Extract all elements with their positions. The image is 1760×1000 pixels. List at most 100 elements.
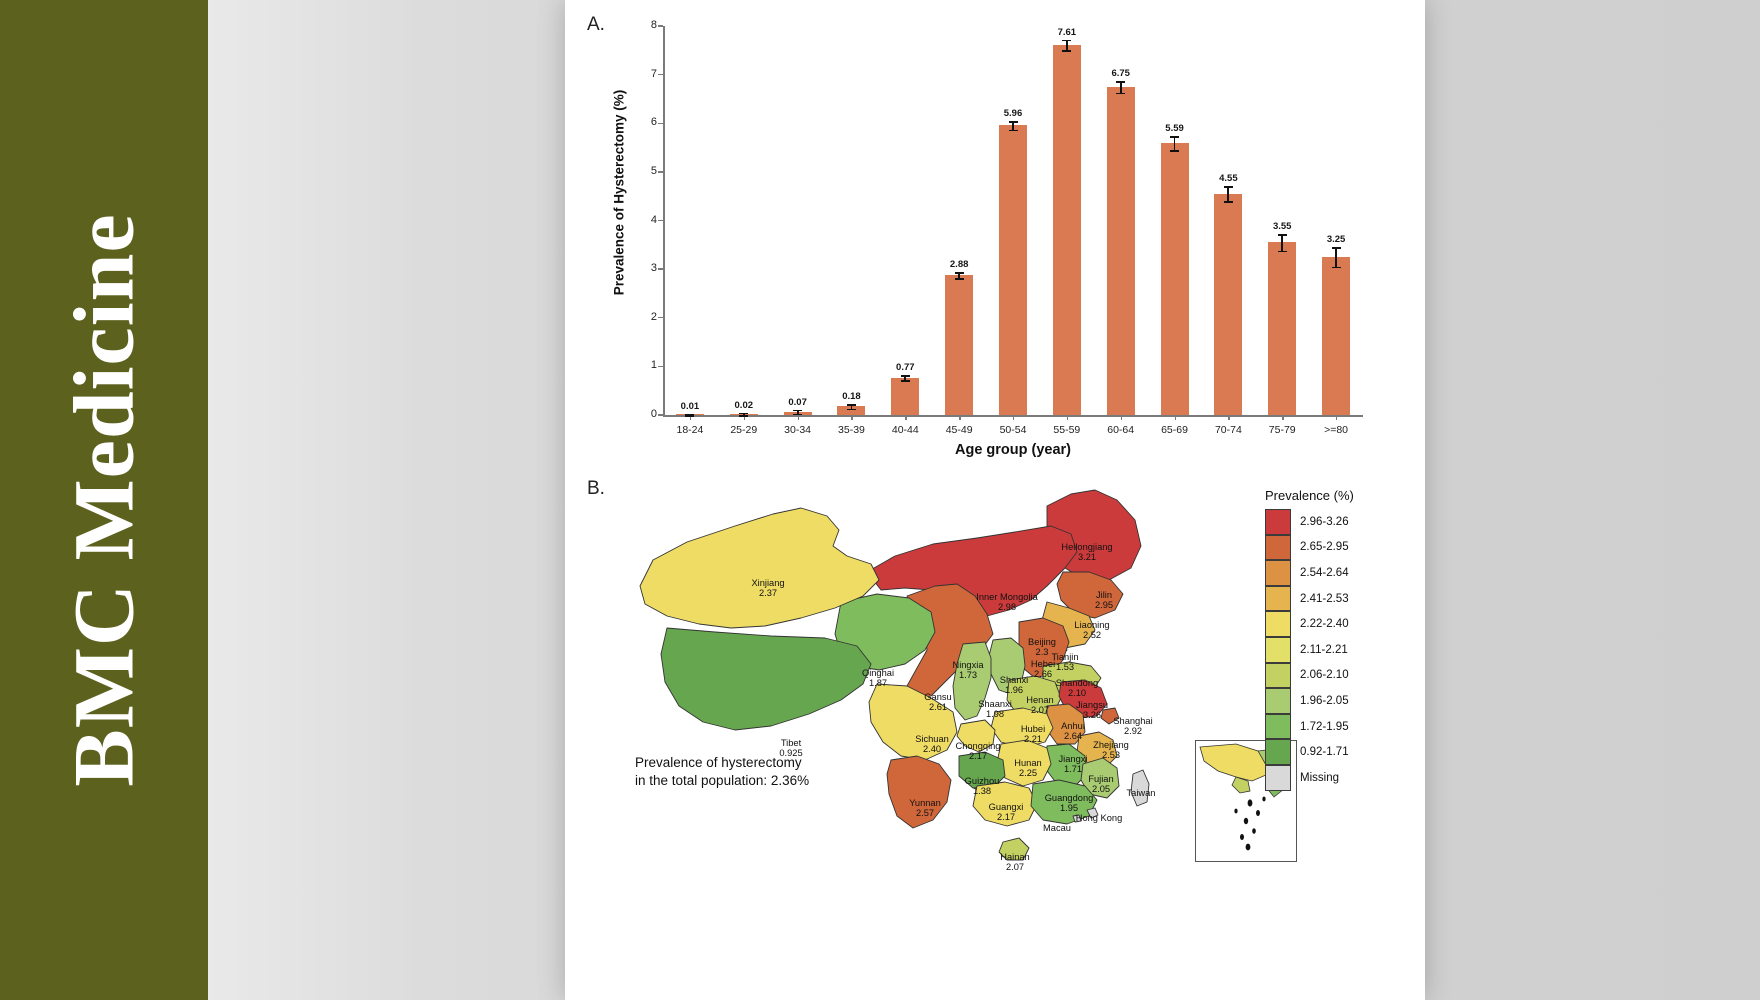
map-legend: Prevalence (%) 2.96-3.26 2.65-2.95 2.54-2.… xyxy=(1265,488,1395,791)
map-annotation: Prevalence of hysterectomy in the total … xyxy=(635,754,935,790)
x-tick-label: 25-29 xyxy=(730,424,758,436)
bar xyxy=(1052,44,1081,415)
bar xyxy=(1106,86,1135,415)
x-tick-mark xyxy=(1013,415,1015,420)
error-bar-cap xyxy=(1331,247,1341,250)
legend-swatch xyxy=(1265,662,1291,689)
error-bar-cap xyxy=(900,379,910,382)
error-bar-cap xyxy=(1008,120,1018,123)
legend-title: Prevalence (%) xyxy=(1265,488,1354,503)
error-bar-cap xyxy=(1223,186,1233,189)
error-bar-cap xyxy=(1170,136,1180,139)
y-tick-mark xyxy=(658,317,663,319)
error-bar-cap xyxy=(1277,250,1287,253)
error-bar xyxy=(1335,247,1337,267)
annotation-line-2: in the total population: 2.36% xyxy=(635,773,810,789)
legend-label: 2.96-3.26 xyxy=(1300,515,1349,528)
legend-swatch xyxy=(1265,534,1291,561)
bar-value-label: 5.59 xyxy=(1165,123,1184,135)
panel-b-letter: B. xyxy=(587,478,605,499)
map-region-sichuan[interactable] xyxy=(868,683,958,761)
y-tick-label: 7 xyxy=(650,67,657,80)
error-bar-cap xyxy=(954,277,964,280)
error-bar-cap xyxy=(793,409,803,412)
legend-label: 2.22-2.40 xyxy=(1300,618,1349,631)
map-region-taiwan[interactable] xyxy=(1130,769,1150,807)
legend-swatch xyxy=(1265,560,1291,586)
map-region-shaanxi[interactable] xyxy=(952,641,992,721)
journal-brand-bar: BMC Medicine xyxy=(0,0,208,1000)
map-region-guangxi[interactable] xyxy=(972,781,1038,827)
legend-row: 2.22-2.40 xyxy=(1265,611,1395,637)
x-tick-mark xyxy=(1120,415,1123,420)
map-region-hong-kong[interactable] xyxy=(1086,807,1099,819)
map-region-tibet[interactable] xyxy=(660,627,872,731)
y-tick-label: 2 xyxy=(650,310,657,323)
y-tick-label: 0 xyxy=(650,408,657,420)
bar xyxy=(1160,143,1189,415)
bar-value-label: 0.02 xyxy=(734,399,754,411)
legend-row: Missing xyxy=(1265,764,1395,791)
map-region-jilin[interactable] xyxy=(1056,571,1124,619)
y-tick-label: 1 xyxy=(650,359,657,372)
y-tick-mark xyxy=(658,122,663,124)
legend-row: 2.41-2.53 xyxy=(1265,585,1395,612)
x-tick-mark xyxy=(1282,415,1284,420)
legend-row: 2.06-2.10 xyxy=(1265,662,1395,689)
legend-label: 0.92-1.71 xyxy=(1300,746,1349,759)
x-tick-mark xyxy=(797,415,799,420)
map-region-hainan[interactable] xyxy=(998,837,1030,861)
bar-value-label: 0.18 xyxy=(842,390,861,402)
x-tick-mark xyxy=(1336,415,1338,420)
map-region-fujian[interactable] xyxy=(1080,757,1120,799)
bar xyxy=(837,406,866,415)
error-bar xyxy=(1173,136,1176,150)
bar xyxy=(891,377,920,415)
error-bar-cap xyxy=(900,375,910,377)
error-bar-cap xyxy=(954,272,964,274)
legend-swatch xyxy=(1265,636,1291,663)
bar xyxy=(1214,193,1243,415)
legend-row: 1.72-1.95 xyxy=(1265,713,1395,740)
x-tick-label: 30-34 xyxy=(784,424,812,436)
y-tick-mark xyxy=(658,268,663,270)
legend-swatch xyxy=(1265,764,1291,791)
legend-row: 1.96-2.05 xyxy=(1265,688,1395,714)
y-tick-mark xyxy=(658,73,663,76)
y-axis-title: Prevalence of Hysterectomy (%) xyxy=(611,89,627,296)
x-tick-label: 40-44 xyxy=(891,424,919,436)
bar-value-label: 7.61 xyxy=(1057,26,1077,38)
y-tick-mark xyxy=(658,25,663,27)
legend-label: 1.96-2.05 xyxy=(1300,694,1349,707)
y-tick-mark xyxy=(658,171,663,173)
map-region-hunan[interactable] xyxy=(996,739,1052,787)
y-axis-line xyxy=(663,26,665,416)
bar-value-label: 0.07 xyxy=(788,396,807,408)
error-bar xyxy=(796,409,799,414)
map-region-macau[interactable] xyxy=(1072,814,1082,823)
error-bar xyxy=(1227,186,1230,202)
map-region-yunnan[interactable] xyxy=(886,755,952,829)
x-tick-label: 70-74 xyxy=(1214,424,1242,436)
error-bar-cap xyxy=(846,408,856,411)
x-tick-mark xyxy=(851,415,853,420)
bar-value-label: 5.96 xyxy=(1003,107,1023,119)
error-bar-cap xyxy=(1116,80,1126,83)
map-region-guizhou[interactable] xyxy=(958,751,1006,789)
map-region-guangdong[interactable] xyxy=(1030,779,1098,825)
legend-swatch xyxy=(1265,611,1291,637)
legend-row: 2.54-2.64 xyxy=(1265,560,1395,586)
x-tick-mark xyxy=(1066,415,1069,420)
legend-swatch xyxy=(1265,509,1291,535)
bar-value-label: 4.55 xyxy=(1219,173,1238,185)
map-region-shanghai[interactable] xyxy=(1100,707,1120,725)
x-tick-label: 75-79 xyxy=(1268,424,1296,436)
map-region-xinjiang[interactable] xyxy=(639,507,880,629)
error-bar-cap xyxy=(685,415,695,417)
error-bar-cap xyxy=(1062,39,1072,42)
map-region-chongqing[interactable] xyxy=(956,719,996,753)
error-bar-cap xyxy=(739,415,749,417)
error-bar xyxy=(958,272,961,278)
y-tick-mark xyxy=(658,365,663,368)
